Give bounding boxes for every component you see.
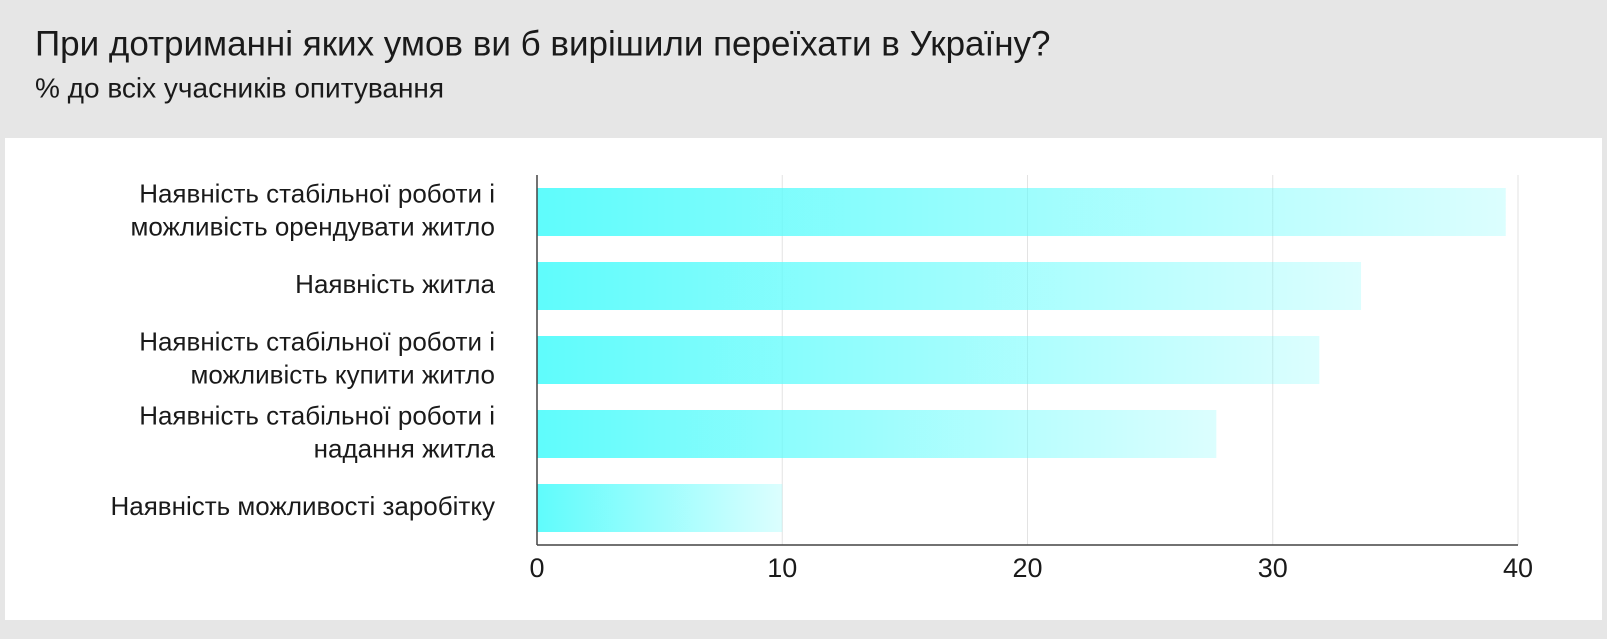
label-line: Наявність стабільної роботи і [139, 326, 495, 356]
bar [537, 410, 1217, 458]
y-tick-label: Наявність стабільної роботи і надання жит… [139, 400, 495, 463]
label-line: Наявність стабільної роботи і [139, 178, 495, 208]
bar [537, 484, 783, 532]
label-line: можливість орендувати житло [130, 211, 495, 241]
label-line: можливість купити житло [191, 359, 496, 389]
chart-title: При дотриманні яких умов ви б вирішили п… [35, 24, 1051, 63]
bar [537, 262, 1362, 310]
label-line: Наявність можливості заробітку [110, 491, 495, 521]
label-line: надання житла [314, 433, 496, 463]
label-line: Наявність житла [295, 269, 495, 299]
y-tick-label: Наявність стабільної роботи і можливість … [130, 178, 495, 241]
x-tick-label: 0 [529, 553, 544, 583]
x-tick-label: 20 [1012, 553, 1042, 583]
y-tick-label: Наявність стабільної роботи і можливість … [139, 326, 495, 389]
x-tick-label: 40 [1503, 553, 1533, 583]
x-tick-label: 10 [767, 553, 797, 583]
bar [537, 188, 1506, 236]
y-tick-label: Наявність можливості заробітку [110, 491, 495, 521]
label-line: Наявність стабільної роботи і [139, 400, 495, 430]
y-tick-label: Наявність житла [295, 269, 495, 299]
x-tick-label: 30 [1258, 553, 1288, 583]
chart-subtitle: % до всіх учасників опитування [35, 72, 444, 103]
bar [537, 336, 1320, 384]
